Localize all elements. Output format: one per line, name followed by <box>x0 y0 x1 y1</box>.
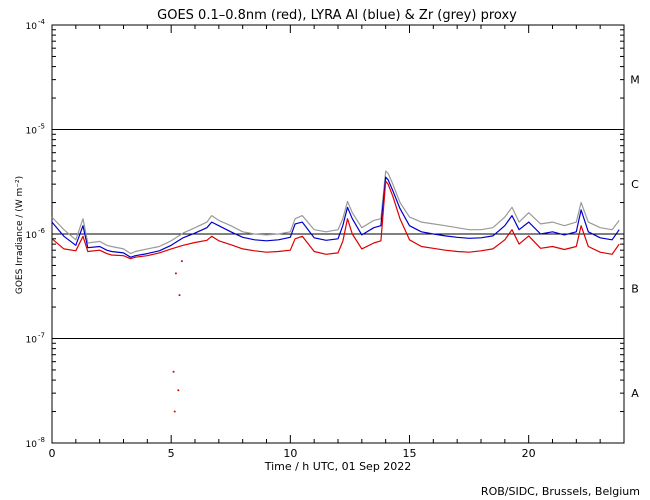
x-tick-label: 15 <box>403 447 417 460</box>
outlier-points <box>172 260 183 413</box>
x-tick-label: 10 <box>283 447 297 460</box>
outlier-point <box>172 370 175 373</box>
x-tick-label: 0 <box>49 447 56 460</box>
y-axis-label: GOES Irradiance / (W m⁻²) <box>15 176 25 294</box>
y-tick-exponent: -5 <box>38 123 45 131</box>
series-line-2 <box>51 180 620 260</box>
x-tick-label: 5 <box>168 447 175 460</box>
y-tick-exponent: -6 <box>38 227 46 235</box>
y-tick-base: 10 <box>26 336 38 346</box>
x-axis-label: Time / h UTC, 01 Sep 2022 <box>264 460 412 473</box>
y-tick-base: 10 <box>26 22 38 32</box>
flare-class-M: M <box>630 74 640 87</box>
y-tick-exponent: -4 <box>38 18 46 26</box>
flare-class-lines <box>52 129 624 339</box>
y-tick-exponent: -7 <box>38 332 45 340</box>
credit-text: ROB/SIDC, Brussels, Belgium <box>481 485 640 498</box>
y-tick-label: 10 -8 <box>26 436 45 450</box>
y-tick-base: 10 <box>26 127 38 137</box>
y-axis: 10-810-710-610-510-4 <box>26 18 624 450</box>
y-tick-label: 10 -5 <box>26 123 45 137</box>
y-tick-base: 10 <box>26 231 38 241</box>
flare-class-labels: A B C M <box>630 74 640 401</box>
series-layer <box>51 170 620 260</box>
y-tick-exponent: -8 <box>38 436 45 444</box>
series-line-0 <box>51 170 620 255</box>
outlier-point <box>174 272 177 275</box>
flare-class-C: C <box>631 178 639 191</box>
y-tick-label: 10 -6 <box>26 227 46 241</box>
chart-title: GOES 0.1–0.8nm (red), LYRA Al (blue) & Z… <box>157 8 517 23</box>
outlier-point <box>173 410 176 413</box>
y-tick-label: 10 -7 <box>26 332 45 346</box>
y-tick-label: 10 -4 <box>26 18 46 32</box>
x-tick-label: 20 <box>522 447 536 460</box>
plot-area <box>51 24 625 444</box>
flare-class-B: B <box>631 283 639 296</box>
outlier-point <box>178 294 181 297</box>
outlier-point <box>177 389 180 392</box>
outlier-point <box>180 260 183 263</box>
x-axis: 0 5 10 15 20 <box>49 25 625 460</box>
series-line-1 <box>51 176 620 258</box>
flare-class-A: A <box>631 387 639 400</box>
y-tick-base: 10 <box>26 440 38 450</box>
